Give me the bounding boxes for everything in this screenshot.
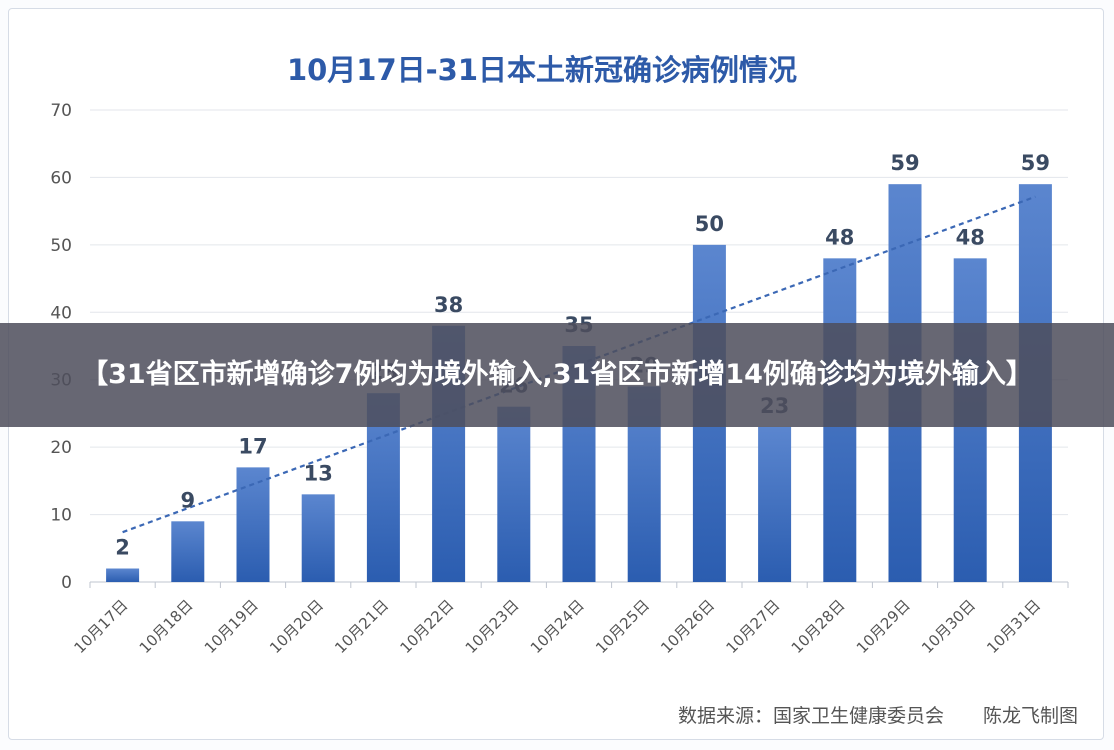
headline-text: 【31省区市新增确诊7例均为境外输入,31省区市新增14例确诊均为境外输入】 bbox=[81, 359, 1033, 390]
x-tick-label: 10月23日 bbox=[462, 596, 523, 657]
data-label: 2 bbox=[115, 536, 130, 560]
x-tick-label: 10月24日 bbox=[527, 596, 588, 657]
x-tick-label: 10月28日 bbox=[788, 596, 849, 657]
x-axis-ticks: 10月17日 10月18日 10月19日 10月20日 10月21日 10月22日 10月2… bbox=[70, 582, 1069, 657]
x-tick-label: 10月20日 bbox=[266, 596, 327, 657]
data-label: 48 bbox=[825, 225, 854, 249]
source-note: 数据来源：国家卫生健康委员会 bbox=[678, 705, 944, 727]
y-tick-label: 70 bbox=[50, 101, 72, 121]
y-tick-label: 10 bbox=[50, 506, 72, 526]
data-label: 13 bbox=[304, 461, 333, 485]
bar bbox=[497, 406, 531, 582]
x-tick-label: 10月29日 bbox=[853, 596, 914, 657]
bar bbox=[171, 521, 205, 582]
y-tick-label: 20 bbox=[50, 438, 72, 458]
data-label: 59 bbox=[890, 151, 919, 175]
credit: 陈龙飞制图 bbox=[983, 705, 1078, 727]
x-tick-label: 10月17日 bbox=[70, 596, 131, 657]
data-label: 50 bbox=[695, 212, 724, 236]
bar bbox=[106, 568, 140, 582]
data-label: 17 bbox=[238, 434, 267, 458]
x-tick-label: 10月25日 bbox=[592, 596, 653, 657]
y-tick-label: 40 bbox=[50, 303, 72, 323]
headline-banner: 【31省区市新增确诊7例均为境外输入,31省区市新增14例确诊均为境外输入】 bbox=[0, 323, 1114, 427]
x-tick-label: 10月26日 bbox=[657, 596, 718, 657]
y-tick-label: 50 bbox=[50, 236, 72, 256]
x-tick-label: 10月22日 bbox=[396, 596, 457, 657]
x-tick-label: 10月30日 bbox=[918, 596, 979, 657]
x-tick-label: 10月18日 bbox=[136, 596, 197, 657]
data-label: 38 bbox=[434, 293, 463, 317]
y-tick-label: 60 bbox=[50, 168, 72, 188]
chart-title: 10月17日-31日本土新冠确诊病例情况 bbox=[287, 53, 797, 87]
bar bbox=[236, 467, 270, 582]
bar bbox=[758, 426, 792, 582]
x-tick-label: 10月31日 bbox=[983, 596, 1044, 657]
y-tick-label: 0 bbox=[61, 573, 72, 593]
data-label: 9 bbox=[180, 488, 195, 512]
x-tick-label: 10月21日 bbox=[331, 596, 392, 657]
bar bbox=[301, 494, 335, 582]
x-tick-label: 10月27日 bbox=[722, 596, 783, 657]
data-label: 59 bbox=[1021, 151, 1050, 175]
bars bbox=[106, 184, 1052, 582]
data-label: 48 bbox=[956, 225, 985, 249]
x-tick-label: 10月19日 bbox=[201, 596, 262, 657]
